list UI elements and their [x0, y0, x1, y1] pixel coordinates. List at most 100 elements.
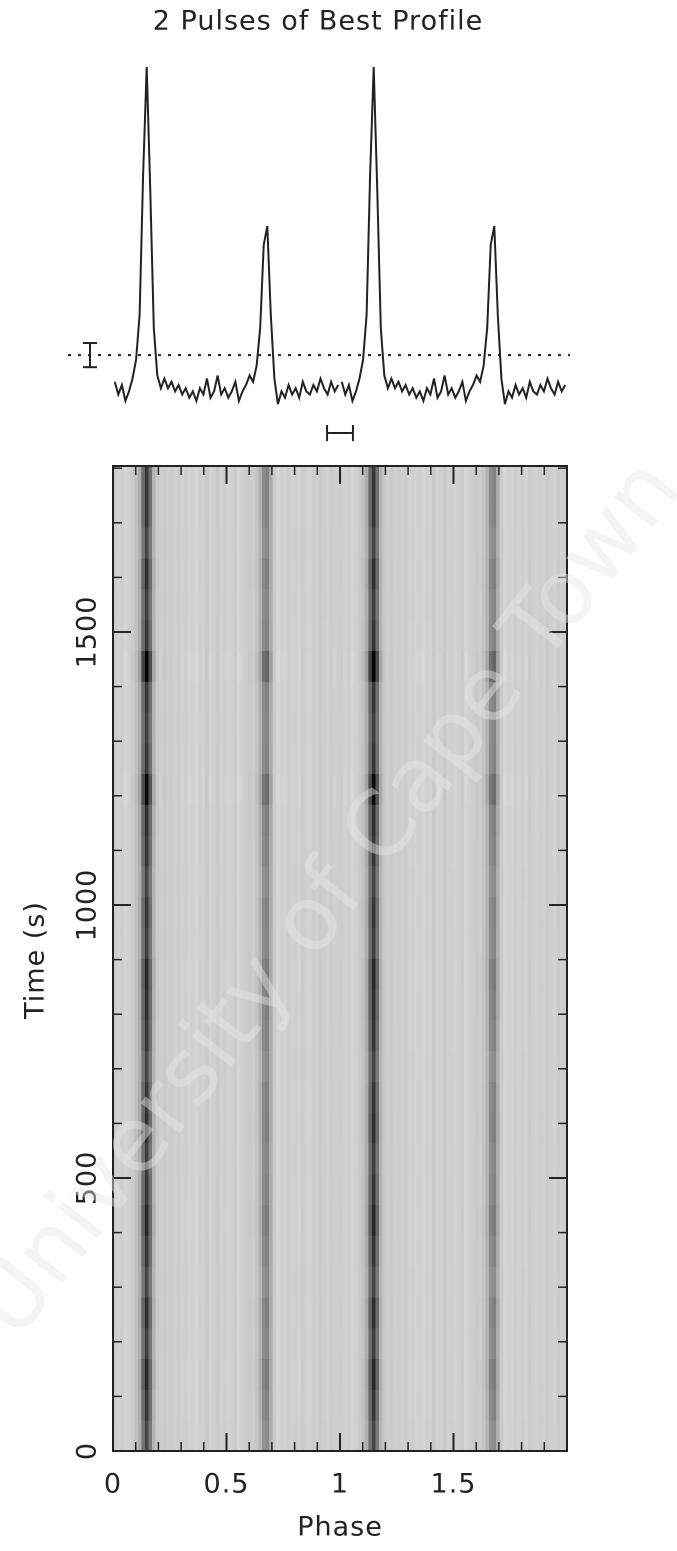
heatmap-cell [552, 896, 557, 929]
heatmap-cell [460, 896, 465, 929]
heatmap-cell [368, 927, 373, 959]
heatmap-cell [467, 835, 472, 867]
heatmap-cell [191, 958, 195, 990]
heatmap-cell [226, 866, 231, 898]
heatmap-cell [428, 866, 433, 898]
heatmap-cell [304, 1020, 309, 1052]
heatmap-cell [410, 681, 415, 713]
heatmap-cell [503, 1235, 508, 1267]
heatmap-cell [535, 866, 539, 898]
heatmap-cell [552, 1143, 557, 1175]
heatmap-cell [148, 496, 153, 528]
heatmap-cell [169, 743, 174, 775]
heatmap-cell [379, 1112, 383, 1144]
heatmap-cell [141, 466, 146, 498]
heatmap-cell [499, 989, 504, 1021]
heatmap-cell [386, 958, 390, 990]
heatmap-cell [457, 1266, 461, 1298]
heatmap-cell [361, 1173, 366, 1206]
heatmap-cell [183, 804, 188, 836]
heatmap-cell [446, 681, 451, 713]
heatmap-cell [116, 804, 121, 836]
heatmap-cell [407, 466, 412, 498]
heatmap-cell [293, 896, 298, 929]
heatmap-cell [237, 866, 241, 898]
heatmap-cell [272, 558, 277, 590]
heatmap-cell [457, 619, 461, 651]
heatmap-cell [304, 866, 309, 898]
heatmap-cell [293, 589, 298, 621]
heatmap-cell [269, 989, 273, 1021]
heatmap-cell [559, 1358, 564, 1390]
heatmap-cell [474, 712, 479, 744]
heatmap-cell [520, 1297, 525, 1329]
heatmap-cell [304, 589, 309, 621]
heatmap-cell [371, 835, 376, 867]
heatmap-cell [517, 804, 522, 836]
heatmap-cell [453, 1112, 458, 1144]
heatmap-cell [407, 958, 412, 990]
heatmap-cell [389, 1297, 394, 1329]
heatmap-cell [311, 1358, 316, 1390]
heatmap-cell [421, 1050, 426, 1082]
heatmap-cell [191, 1297, 195, 1329]
heatmap-cell [488, 835, 493, 867]
heatmap-cell [478, 1327, 483, 1359]
heatmap-cell [187, 712, 192, 744]
heatmap-cell [144, 681, 149, 713]
heatmap-cell [545, 835, 550, 867]
heatmap-cell [212, 1204, 217, 1236]
heatmap-cell [276, 896, 281, 929]
heatmap-cell [549, 1297, 554, 1329]
heatmap-cell [421, 650, 426, 682]
heatmap-cell [361, 1420, 366, 1452]
heatmap-cell [244, 927, 249, 959]
heatmap-cell [169, 866, 174, 898]
heatmap-cell [325, 1389, 330, 1421]
heatmap-cell [471, 1204, 476, 1236]
heatmap-cell [375, 1143, 380, 1175]
heatmap-cell [137, 743, 142, 775]
heatmap-cell [464, 773, 468, 805]
heatmap-cell [308, 1327, 312, 1359]
heatmap-cell [386, 989, 390, 1021]
heatmap-cell [237, 1020, 241, 1052]
heatmap-cell [382, 958, 387, 990]
heatmap-cell [329, 1266, 334, 1298]
heatmap-cell [304, 527, 309, 559]
heatmap-cell [361, 989, 366, 1021]
heatmap-cell [442, 1235, 447, 1267]
heatmap-cell [123, 1420, 128, 1452]
heatmap-cell [513, 1020, 518, 1052]
heatmap-cell [215, 1358, 220, 1390]
heatmap-cell [538, 1358, 543, 1390]
heatmap-cell [407, 1358, 412, 1390]
heatmap-cell [527, 1112, 532, 1144]
heatmap-cell [407, 1420, 412, 1452]
heatmap-cell [276, 866, 281, 898]
heatmap-cell [457, 773, 461, 805]
heatmap-cell [527, 1204, 532, 1236]
heatmap-cell [120, 619, 124, 651]
heatmap-cell [471, 1050, 476, 1082]
heatmap-cell [205, 619, 210, 651]
heatmap-cell [116, 1050, 121, 1082]
heatmap-cell [297, 527, 302, 559]
heatmap-cell [308, 1173, 312, 1206]
heatmap-cell [496, 958, 500, 990]
heatmap-cell [215, 589, 220, 621]
heatmap-cell [251, 804, 256, 836]
heatmap-cell [386, 1204, 390, 1236]
heatmap-cell [563, 927, 568, 959]
heatmap-cell [180, 1389, 185, 1421]
heatmap-cell [230, 1112, 234, 1144]
heatmap-cell [371, 496, 376, 528]
heatmap-cell [258, 1081, 263, 1113]
heatmap-cell [180, 896, 185, 929]
heatmap-cell [322, 1389, 327, 1421]
heatmap-cell [144, 1143, 149, 1175]
heatmap-cell [403, 1297, 408, 1329]
heatmap-cell [496, 527, 500, 559]
heatmap-cell [421, 1204, 426, 1236]
heatmap-cell [347, 1420, 351, 1452]
